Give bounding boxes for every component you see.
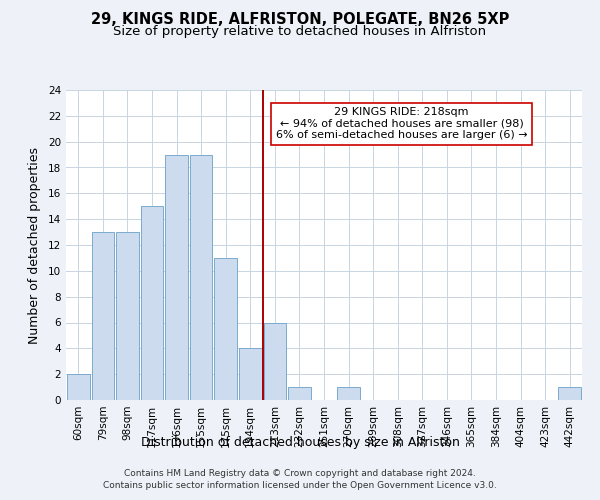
Bar xyxy=(190,154,212,400)
Bar xyxy=(165,154,188,400)
Text: Contains HM Land Registry data © Crown copyright and database right 2024.: Contains HM Land Registry data © Crown c… xyxy=(124,468,476,477)
Text: Contains public sector information licensed under the Open Government Licence v3: Contains public sector information licen… xyxy=(103,481,497,490)
Bar xyxy=(337,387,360,400)
Bar xyxy=(67,374,89,400)
Y-axis label: Number of detached properties: Number of detached properties xyxy=(28,146,41,344)
Bar xyxy=(263,322,286,400)
Bar xyxy=(140,206,163,400)
Bar xyxy=(116,232,139,400)
Text: 29 KINGS RIDE: 218sqm
← 94% of detached houses are smaller (98)
6% of semi-detac: 29 KINGS RIDE: 218sqm ← 94% of detached … xyxy=(275,107,527,140)
Bar xyxy=(92,232,114,400)
Bar xyxy=(288,387,311,400)
Bar xyxy=(239,348,262,400)
Bar xyxy=(559,387,581,400)
Text: Distribution of detached houses by size in Alfriston: Distribution of detached houses by size … xyxy=(140,436,460,449)
Text: 29, KINGS RIDE, ALFRISTON, POLEGATE, BN26 5XP: 29, KINGS RIDE, ALFRISTON, POLEGATE, BN2… xyxy=(91,12,509,28)
Text: Size of property relative to detached houses in Alfriston: Size of property relative to detached ho… xyxy=(113,25,487,38)
Bar xyxy=(214,258,237,400)
